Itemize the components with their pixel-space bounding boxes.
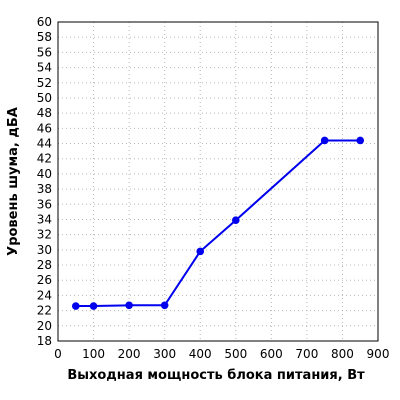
y-tick-label: 56	[37, 45, 52, 59]
y-tick-label: 42	[37, 152, 52, 166]
data-point	[356, 136, 365, 145]
y-tick-label: 30	[37, 243, 52, 257]
x-tick-label: 400	[189, 347, 212, 361]
y-tick-label: 60	[37, 15, 52, 29]
x-tick-label: 700	[295, 347, 318, 361]
data-point	[125, 301, 133, 310]
y-axis-title: Уровень шума, дБА	[6, 107, 21, 256]
data-point	[89, 302, 98, 310]
y-tick-label: 38	[37, 182, 52, 196]
x-tick-label: 900	[367, 347, 390, 361]
data-point	[160, 301, 169, 310]
y-tick-label: 54	[37, 61, 52, 75]
y-tick-label: 24	[37, 288, 52, 302]
y-tick-label: 36	[37, 197, 52, 211]
y-tick-label: 28	[37, 258, 52, 272]
plot-area-frame	[57, 21, 379, 342]
y-tick-label: 26	[37, 273, 52, 287]
grid	[58, 22, 378, 341]
x-tick-label: 100	[82, 347, 105, 361]
x-tick-label: 500	[224, 347, 247, 361]
y-tick-label: 40	[37, 167, 52, 181]
x-tick-label: 800	[331, 347, 354, 361]
y-tick-label: 20	[37, 319, 52, 333]
x-tick-label: 0	[54, 347, 62, 361]
y-tick-label: 48	[37, 106, 52, 120]
y-tick-label: 50	[37, 91, 52, 105]
y-tick-label: 34	[37, 212, 52, 226]
data-point	[231, 216, 240, 225]
data-point	[320, 136, 329, 145]
y-tick-label: 44	[37, 137, 52, 151]
y-tick-label: 32	[37, 228, 52, 242]
x-tick-label: 600	[260, 347, 283, 361]
y-tick-label: 52	[37, 76, 52, 90]
x-tick-label: 300	[153, 347, 176, 361]
x-tick-label: 200	[118, 347, 141, 361]
y-tick-label: 18	[37, 334, 52, 348]
data-point	[71, 302, 80, 310]
y-tick-label: 58	[37, 30, 52, 44]
x-axis-title: Выходная мощность блока питания, Вт	[67, 368, 365, 383]
y-tick-label: 46	[37, 121, 52, 135]
series-layer	[71, 136, 365, 310]
y-tick-label: 22	[37, 304, 52, 318]
data-point	[196, 247, 205, 256]
series-line	[75, 139, 361, 308]
